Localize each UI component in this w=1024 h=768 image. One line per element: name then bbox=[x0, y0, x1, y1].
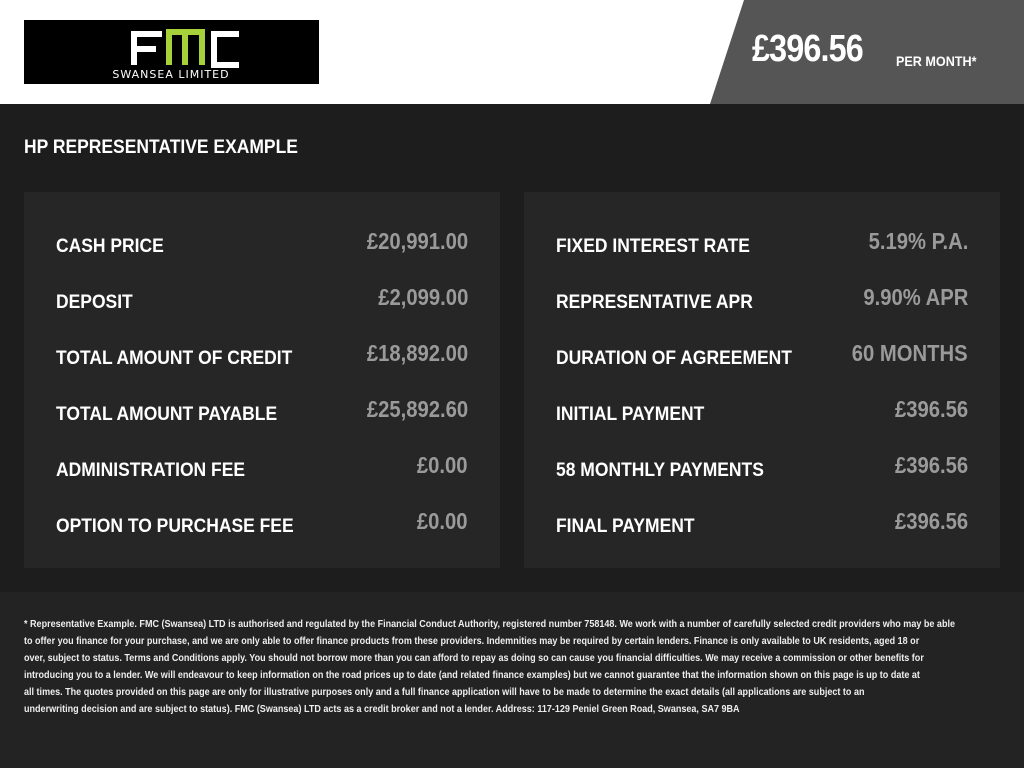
finance-row: TOTAL AMOUNT OF CREDIT £18,892.00 bbox=[56, 340, 468, 370]
finance-row: 58 MONTHLY PAYMENTS £396.56 bbox=[556, 452, 968, 482]
disclaimer-text: * Representative Example. FMC (Swansea) … bbox=[24, 616, 955, 718]
finance-panel-right: FIXED INTEREST RATE 5.19% P.A. REPRESENTAT… bbox=[524, 192, 1000, 568]
finance-row: TOTAL AMOUNT PAYABLE £25,892.60 bbox=[56, 396, 468, 426]
finance-value: £0.00 bbox=[417, 508, 468, 534]
finance-label: DURATION OF AGREEMENT bbox=[556, 348, 792, 369]
monthly-price: £396.56 bbox=[752, 28, 864, 70]
finance-value: 60 MONTHS bbox=[852, 340, 968, 366]
finance-row: FIXED INTEREST RATE 5.19% P.A. bbox=[556, 228, 968, 258]
disclaimer-line: introducing you to a lender. We will end… bbox=[24, 669, 920, 681]
finance-row: FINAL PAYMENT £396.56 bbox=[556, 508, 968, 538]
svg-text:SWANSEA LIMITED: SWANSEA LIMITED bbox=[112, 68, 229, 81]
disclaimer-line: over, subject to status. Terms and Condi… bbox=[24, 652, 924, 664]
finance-row: ADMINISTRATION FEE £0.00 bbox=[56, 452, 468, 482]
finance-row: CASH PRICE £20,991.00 bbox=[56, 228, 468, 258]
finance-value: £0.00 bbox=[417, 452, 468, 478]
price-banner bbox=[710, 0, 1024, 104]
section-title: HP REPRESENTATIVE EXAMPLE bbox=[24, 137, 298, 158]
finance-row: DURATION OF AGREEMENT 60 MONTHS bbox=[556, 340, 968, 370]
disclaimer-line: * Representative Example. FMC (Swansea) … bbox=[24, 618, 956, 630]
finance-value: £396.56 bbox=[894, 508, 968, 534]
finance-value: £18,892.00 bbox=[366, 340, 468, 366]
finance-value: 5.19% P.A. bbox=[868, 228, 968, 254]
header: SWANSEA LIMITED £396.56 PER MONTH* bbox=[0, 0, 1024, 104]
finance-row: OPTION TO PURCHASE FEE £0.00 bbox=[56, 508, 468, 538]
finance-label: TOTAL AMOUNT PAYABLE bbox=[56, 404, 278, 425]
finance-label: DEPOSIT bbox=[56, 292, 133, 313]
finance-label: TOTAL AMOUNT OF CREDIT bbox=[56, 348, 293, 369]
finance-row: REPRESENTATIVE APR 9.90% APR bbox=[556, 284, 968, 314]
finance-value: £20,991.00 bbox=[366, 228, 468, 254]
finance-row: DEPOSIT £2,099.00 bbox=[56, 284, 468, 314]
finance-row: INITIAL PAYMENT £396.56 bbox=[556, 396, 968, 426]
disclaimer-line: to offer you finance for your purchase, … bbox=[24, 635, 920, 647]
disclaimer-line: all times. The quotes provided on this p… bbox=[24, 686, 865, 698]
finance-value: 9.90% APR bbox=[863, 284, 968, 310]
finance-label: INITIAL PAYMENT bbox=[556, 404, 705, 425]
finance-label: 58 MONTHLY PAYMENTS bbox=[556, 460, 764, 481]
finance-label: OPTION TO PURCHASE FEE bbox=[56, 516, 294, 537]
finance-value: £2,099.00 bbox=[377, 284, 468, 310]
disclaimer-line: underwriting decision and are subject to… bbox=[24, 703, 740, 715]
finance-label: FIXED INTEREST RATE bbox=[556, 236, 750, 257]
finance-panel-left: CASH PRICE £20,991.00 DEPOSIT £2,099.00 TOTA… bbox=[24, 192, 500, 568]
finance-value: £396.56 bbox=[894, 396, 968, 422]
finance-label: CASH PRICE bbox=[56, 236, 164, 257]
finance-label: ADMINISTRATION FEE bbox=[56, 460, 246, 481]
finance-label: REPRESENTATIVE APR bbox=[556, 292, 753, 313]
disclaimer-section bbox=[0, 592, 1024, 768]
fmc-logo: SWANSEA LIMITED bbox=[24, 20, 319, 84]
per-month-label: PER MONTH* bbox=[896, 53, 977, 69]
finance-label: FINAL PAYMENT bbox=[556, 516, 695, 537]
finance-value: £25,892.60 bbox=[366, 396, 468, 422]
finance-value: £396.56 bbox=[894, 452, 968, 478]
